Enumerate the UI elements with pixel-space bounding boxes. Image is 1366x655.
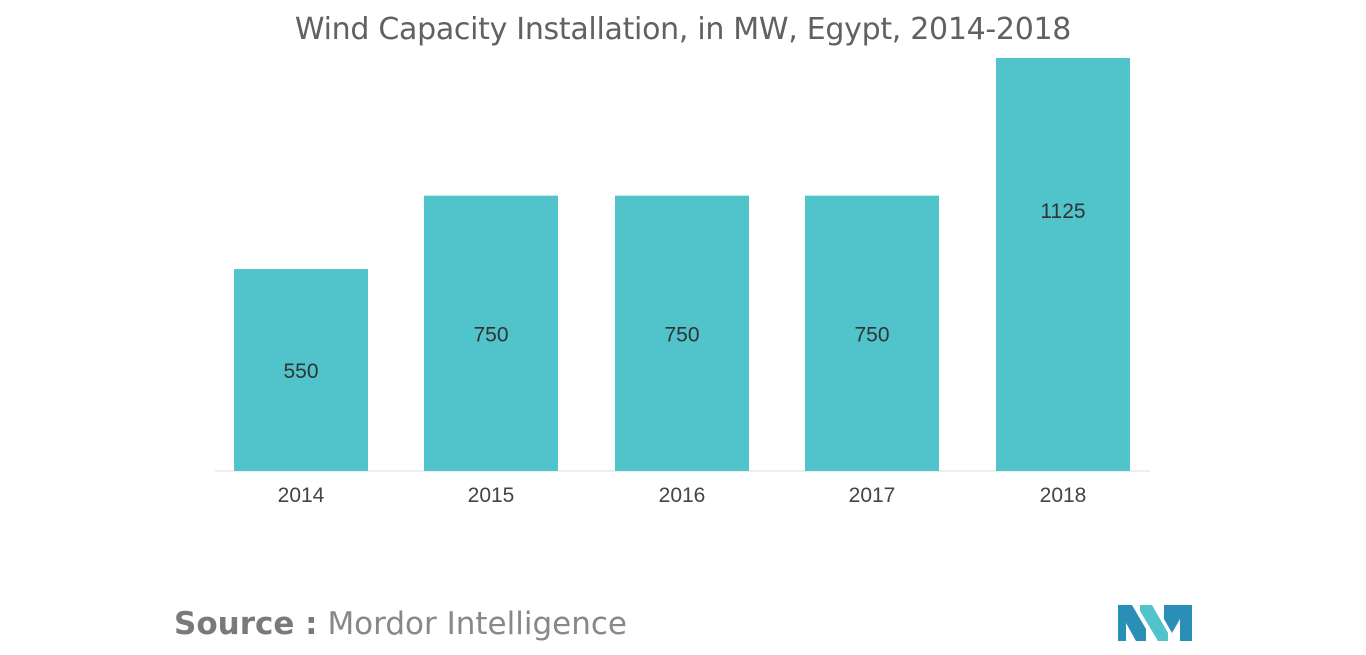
x-tick-label-2017: 2017 (849, 484, 896, 507)
data-label-2015: 750 (473, 323, 508, 346)
bar-chart: 550 750 750 750 1125 2014 2015 2016 2017 2018 (215, 58, 1150, 507)
bar-2017 (805, 195, 939, 471)
x-tick-label-2016: 2016 (659, 484, 706, 507)
source-key: Source : (174, 606, 318, 642)
mordor-intelligence-logo-icon (1118, 605, 1192, 641)
data-label-2016: 750 (664, 323, 699, 346)
bar-2018 (996, 58, 1130, 471)
source-note: Source : Mordor Intelligence (174, 606, 627, 642)
bar-2016 (615, 195, 749, 471)
bar-2014 (234, 269, 368, 471)
source-value: Mordor Intelligence (327, 606, 627, 642)
x-tick-label-2018: 2018 (1040, 484, 1087, 507)
bar-2015 (424, 195, 558, 471)
data-label-2014: 550 (283, 360, 318, 383)
x-tick-label-2015: 2015 (468, 484, 515, 507)
logo-shape-left (1118, 605, 1146, 641)
data-label-2018: 1125 (1040, 200, 1085, 223)
chart-title: Wind Capacity Installation, in MW, Egypt… (294, 12, 1072, 47)
logo-shape-middle (1140, 605, 1168, 641)
data-label-2017: 750 (854, 323, 889, 346)
logo-shape-right (1164, 605, 1192, 641)
x-tick-label-2014: 2014 (278, 484, 325, 507)
